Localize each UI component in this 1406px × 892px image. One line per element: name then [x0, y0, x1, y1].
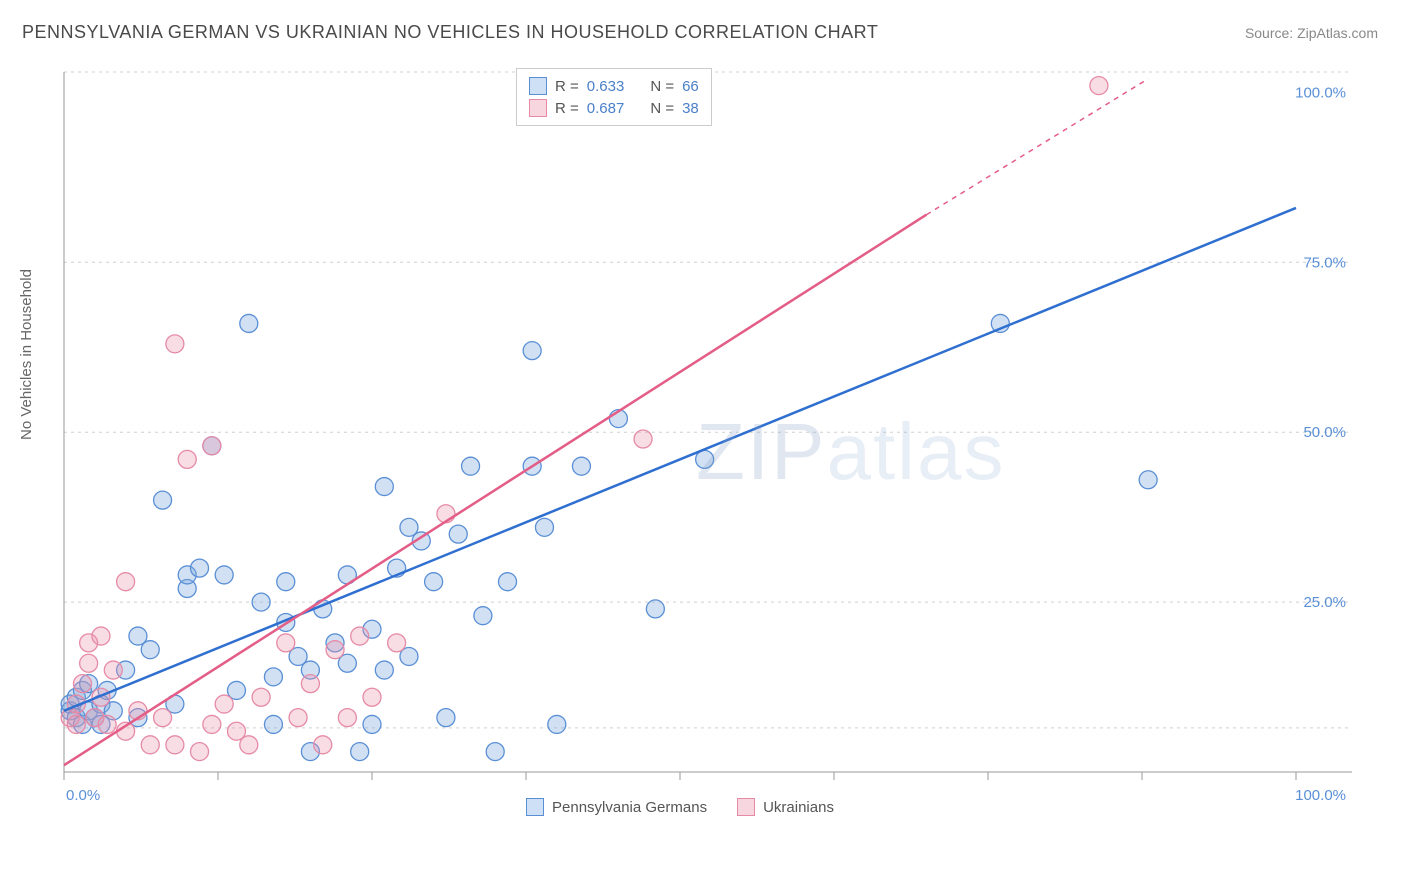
chart-area: 25.0% 50.0% 75.0% 100.0% 0.0% 100.0% R = 0.63…: [56, 66, 1352, 818]
legend-r-value-0: 0.633: [587, 78, 625, 95]
svg-text:100.0%: 100.0%: [1295, 787, 1346, 804]
svg-text:0.0%: 0.0%: [66, 787, 100, 804]
series-legend: Pennsylvania Germans Ukrainians: [526, 798, 834, 816]
scatter-plot: 25.0% 50.0% 75.0% 100.0% 0.0% 100.0%: [56, 66, 1352, 818]
header: PENNSYLVANIA GERMAN VS UKRAINIAN NO VEHI…: [0, 0, 1406, 55]
legend-r-label: R =: [555, 100, 579, 117]
legend-n-label: N =: [650, 100, 674, 117]
legend-swatch-icon: [737, 798, 755, 816]
legend-label-1: Ukrainians: [763, 799, 834, 816]
legend-swatch-0: [529, 77, 547, 95]
chart-title: PENNSYLVANIA GERMAN VS UKRAINIAN NO VEHI…: [22, 22, 878, 43]
legend-swatch-icon: [526, 798, 544, 816]
legend-r-label: R =: [555, 78, 579, 95]
legend-row-series-1: R = 0.687 N = 38: [529, 97, 699, 119]
svg-text:100.0%: 100.0%: [1295, 84, 1346, 101]
legend-r-value-1: 0.687: [587, 100, 625, 117]
legend-item-0: Pennsylvania Germans: [526, 798, 707, 816]
legend-row-series-0: R = 0.633 N = 66: [529, 75, 699, 97]
source-attribution: Source: ZipAtlas.com: [1245, 25, 1378, 41]
legend-swatch-1: [529, 99, 547, 117]
legend-n-value-1: 38: [682, 100, 699, 117]
legend-n-label: N =: [650, 78, 674, 95]
legend-n-value-0: 66: [682, 78, 699, 95]
svg-text:50.0%: 50.0%: [1303, 424, 1346, 441]
svg-text:25.0%: 25.0%: [1303, 594, 1346, 611]
legend-label-0: Pennsylvania Germans: [552, 799, 707, 816]
legend-item-1: Ukrainians: [737, 798, 834, 816]
svg-text:75.0%: 75.0%: [1303, 254, 1346, 271]
y-axis-label: No Vehicles in Household: [18, 269, 35, 440]
correlation-legend: R = 0.633 N = 66 R = 0.687 N = 38: [516, 68, 712, 126]
